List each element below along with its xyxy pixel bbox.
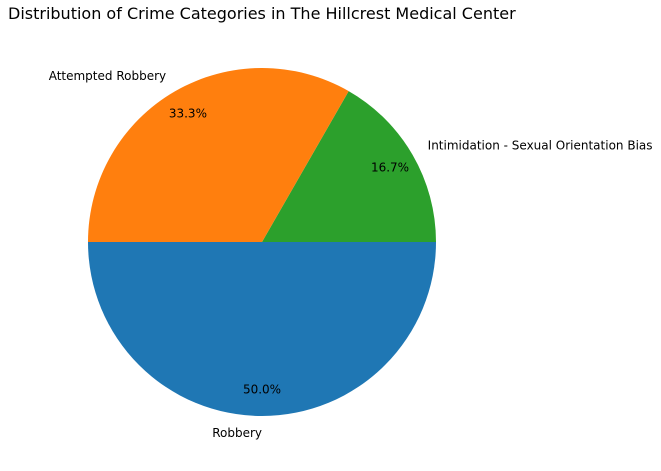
pie-slice-attempted-robbery bbox=[88, 67, 349, 242]
category-label-robbery: Robbery bbox=[212, 426, 262, 440]
percent-label-intimidation-sexual-orientation-bias: 16.7% bbox=[371, 160, 409, 174]
chart-title: Distribution of Crime Categories in The … bbox=[8, 4, 516, 23]
pie-labels: Intimidation - Sexual Orientation Bias 16… bbox=[49, 69, 653, 440]
pie-slice-robbery bbox=[88, 242, 436, 416]
pie-slice-intimidation-sexual-orientation-bias bbox=[262, 91, 436, 242]
percent-label-attempted-robbery: 33.3% bbox=[169, 106, 207, 120]
category-label-attempted-robbery: Attempted Robbery bbox=[49, 69, 166, 83]
pie-slices bbox=[88, 67, 436, 416]
category-label-intimidation-sexual-orientation-bias: Intimidation - Sexual Orientation Bias bbox=[428, 139, 653, 153]
percent-label-robbery: 50.0% bbox=[243, 382, 281, 396]
